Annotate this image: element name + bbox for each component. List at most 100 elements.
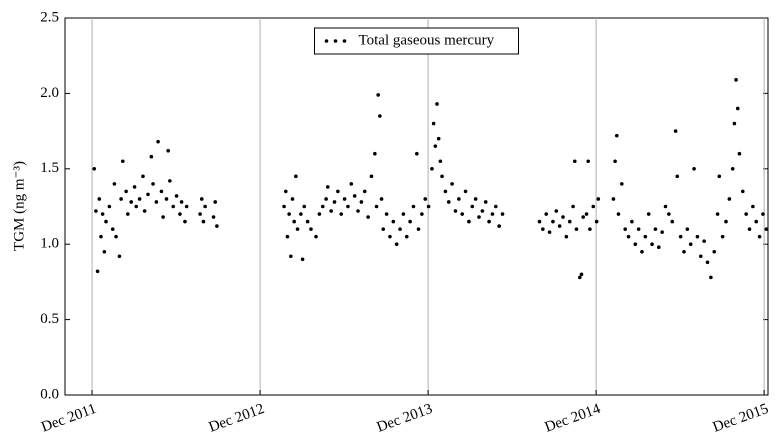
data-point: [591, 204, 596, 209]
data-point: [156, 139, 160, 144]
data-point: [747, 227, 752, 231]
data-point: [292, 219, 296, 224]
legend-box: [314, 27, 519, 55]
legend-marker: [333, 39, 338, 43]
data-point: [656, 245, 661, 250]
x-tick-label: Dec 2012: [207, 401, 267, 436]
data-point: [551, 219, 555, 224]
data-point: [435, 102, 439, 106]
data-point: [480, 209, 485, 213]
data-point: [660, 230, 664, 234]
data-point: [578, 275, 582, 280]
data-point: [564, 234, 569, 239]
data-point: [426, 204, 431, 209]
y-tick-label: 0.0: [40, 386, 59, 402]
data-point: [398, 227, 402, 231]
data-point: [457, 197, 461, 201]
data-point: [497, 224, 501, 228]
data-point: [211, 215, 216, 219]
data-point: [102, 249, 107, 254]
data-point: [646, 212, 651, 216]
data-point: [99, 234, 103, 239]
data-point: [183, 219, 187, 224]
data-point: [346, 204, 350, 209]
data-point: [636, 227, 641, 231]
data-point: [695, 234, 700, 239]
data-point: [567, 219, 572, 224]
data-point: [215, 224, 219, 228]
data-point: [97, 197, 102, 201]
data-point: [440, 174, 444, 179]
x-tick-label: Dec 2011: [39, 401, 98, 436]
data-point: [709, 275, 713, 280]
data-point: [95, 269, 100, 274]
data-point: [735, 106, 740, 111]
data-point: [730, 167, 735, 171]
data-point: [117, 254, 122, 259]
data-point: [633, 242, 638, 246]
y-axis-label: TGM (ng m⁻³): [11, 161, 27, 251]
y-tick-label: 2.5: [40, 9, 59, 25]
x-tick-label: Dec 2015: [711, 401, 771, 436]
data-point: [547, 230, 552, 234]
data-point: [104, 219, 108, 224]
data-point: [467, 219, 471, 224]
data-point: [100, 212, 105, 216]
legend-marker: [324, 39, 329, 43]
data-point: [151, 182, 155, 186]
data-point: [487, 219, 491, 224]
data-point: [537, 219, 542, 224]
data-point: [384, 212, 389, 216]
data-point: [325, 185, 330, 189]
data-point: [129, 200, 134, 204]
data-point: [420, 212, 424, 216]
data-point: [289, 254, 293, 259]
data-point: [430, 167, 434, 171]
data-point: [643, 234, 648, 239]
data-point: [366, 215, 370, 219]
data-point: [477, 215, 481, 219]
data-point: [174, 194, 179, 198]
data-point: [305, 219, 310, 224]
data-point: [460, 212, 465, 216]
data-point: [446, 200, 451, 204]
data-point: [164, 197, 169, 201]
data-point: [294, 174, 298, 179]
data-point: [168, 179, 172, 183]
data-point: [119, 197, 123, 201]
data-point: [359, 200, 364, 204]
data-point: [171, 204, 176, 209]
data-point: [579, 272, 584, 277]
data-point: [470, 204, 475, 209]
data-point: [650, 242, 654, 246]
data-point: [146, 192, 150, 197]
data-point: [141, 174, 145, 179]
data-point: [685, 227, 690, 231]
data-point: [727, 197, 732, 201]
data-point: [500, 212, 505, 216]
data-point: [724, 219, 728, 224]
data-point: [416, 227, 421, 231]
data-point: [584, 212, 589, 216]
data-point: [744, 212, 748, 216]
data-point: [640, 249, 644, 254]
data-point: [381, 227, 386, 231]
y-tick-label: 1.5: [40, 160, 59, 176]
data-point: [317, 212, 322, 216]
data-point: [594, 219, 599, 224]
data-point: [436, 136, 441, 141]
data-point: [299, 212, 303, 216]
data-point: [720, 234, 725, 239]
data-point: [431, 121, 436, 126]
data-point: [764, 227, 769, 231]
data-point: [324, 197, 328, 201]
data-point: [463, 189, 468, 194]
data-point: [667, 212, 671, 216]
data-point: [134, 204, 139, 209]
data-point: [572, 159, 577, 164]
data-point: [314, 234, 318, 239]
data-point: [362, 189, 367, 194]
data-point: [401, 212, 406, 216]
data-point: [740, 189, 745, 194]
